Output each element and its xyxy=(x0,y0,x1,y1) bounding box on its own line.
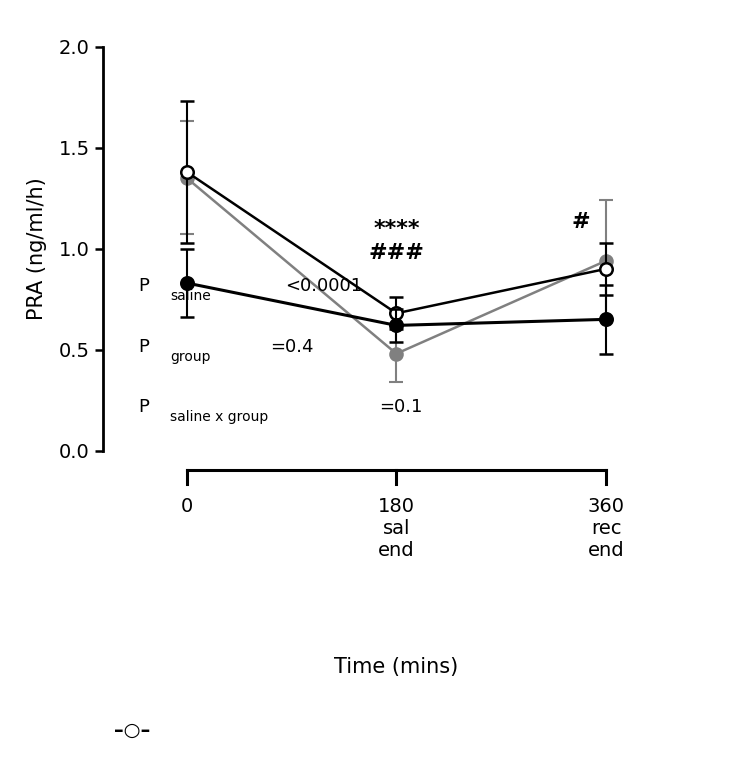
Text: =0.4: =0.4 xyxy=(270,337,313,356)
Text: P: P xyxy=(138,337,149,356)
Text: #: # xyxy=(572,212,590,232)
Text: 0: 0 xyxy=(181,497,193,516)
Text: group: group xyxy=(170,350,211,364)
Text: ###: ### xyxy=(368,242,424,263)
Text: =0.1: =0.1 xyxy=(379,398,422,416)
Text: ****: **** xyxy=(373,218,420,239)
Y-axis label: PRA (ng/ml/h): PRA (ng/ml/h) xyxy=(27,177,47,320)
Text: saline: saline xyxy=(170,289,211,303)
Text: <0.0001: <0.0001 xyxy=(285,277,362,295)
Text: P: P xyxy=(138,277,149,295)
Text: –○–: –○– xyxy=(114,721,150,740)
Text: saline x group: saline x group xyxy=(170,410,269,424)
Text: 360
rec
end: 360 rec end xyxy=(588,497,625,560)
Text: 180
sal
end: 180 sal end xyxy=(378,497,415,560)
Text: Time (mins): Time (mins) xyxy=(334,657,459,677)
Text: P: P xyxy=(138,398,149,416)
